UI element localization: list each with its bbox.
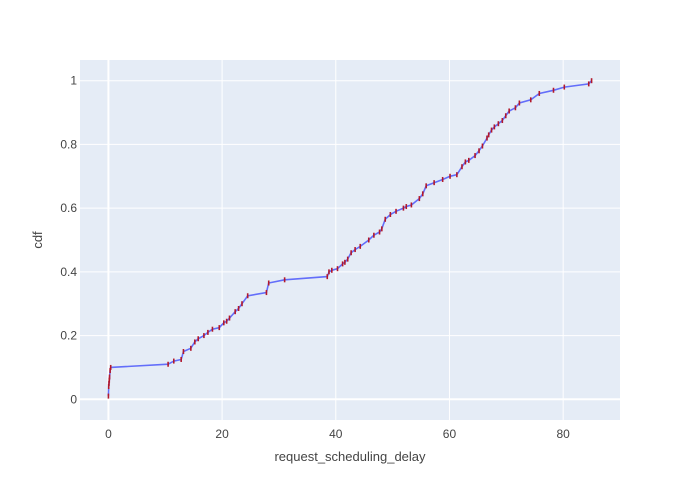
plot-background xyxy=(80,60,620,420)
zero-lines xyxy=(80,60,620,420)
x-axis-title: request_scheduling_delay xyxy=(274,449,426,464)
y-tick-labels: 0 0.2 0.4 0.6 0.8 1 xyxy=(60,74,77,407)
x-tick-label: 0 xyxy=(105,427,112,441)
x-tick-label: 40 xyxy=(329,427,343,441)
y-axis-title: cdf xyxy=(30,231,45,249)
y-tick-label: 0 xyxy=(70,392,77,406)
y-tick-label: 0.2 xyxy=(60,329,77,343)
y-tick-label: 1 xyxy=(70,74,77,88)
x-tick-label: 20 xyxy=(215,427,229,441)
series-layer xyxy=(107,78,593,399)
x-tick-labels: 0 20 40 60 80 xyxy=(105,427,570,441)
x-tick-label: 60 xyxy=(443,427,457,441)
y-tick-label: 0.4 xyxy=(60,265,77,279)
x-tick-label: 80 xyxy=(556,427,570,441)
grid-lines xyxy=(80,60,620,420)
y-tick-label: 0.8 xyxy=(60,137,77,151)
y-tick-label: 0.6 xyxy=(60,201,77,215)
